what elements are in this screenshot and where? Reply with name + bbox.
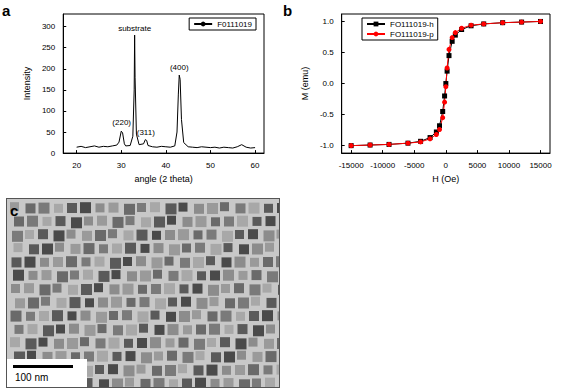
svg-text:M (emu): M (emu) bbox=[300, 67, 310, 101]
svg-text:10000: 10000 bbox=[498, 161, 521, 170]
svg-text:(311): (311) bbox=[137, 128, 155, 137]
svg-text:100: 100 bbox=[42, 106, 56, 115]
svg-text:1.0: 1.0 bbox=[323, 17, 335, 26]
svg-text:-0.5: -0.5 bbox=[320, 110, 334, 119]
svg-text:0.0: 0.0 bbox=[323, 79, 335, 88]
svg-text:0: 0 bbox=[51, 149, 56, 158]
svg-text:angle (2 theta): angle (2 theta) bbox=[135, 174, 193, 184]
svg-text:60: 60 bbox=[251, 161, 260, 170]
svg-text:(400): (400) bbox=[170, 63, 189, 72]
svg-text:200: 200 bbox=[42, 64, 56, 73]
svg-text:F0111019: F0111019 bbox=[217, 20, 252, 29]
svg-text:Intensity: Intensity bbox=[22, 66, 32, 100]
svg-text:50: 50 bbox=[206, 161, 215, 170]
svg-text:0: 0 bbox=[444, 161, 449, 170]
svg-text:(220): (220) bbox=[112, 118, 131, 127]
svg-text:FO111019-h: FO111019-h bbox=[390, 20, 434, 29]
svg-text:-10000: -10000 bbox=[370, 161, 395, 170]
svg-text:-15000: -15000 bbox=[339, 161, 364, 170]
svg-text:0.5: 0.5 bbox=[323, 48, 335, 57]
svg-text:15000: 15000 bbox=[529, 161, 552, 170]
html-text:a: a bbox=[2, 2, 11, 19]
svg-text:30: 30 bbox=[117, 161, 126, 170]
svg-text:250: 250 bbox=[42, 43, 56, 52]
html-text:c: c bbox=[10, 202, 19, 219]
svg-text:5000: 5000 bbox=[469, 161, 487, 170]
svg-text:-1.0: -1.0 bbox=[320, 141, 334, 150]
svg-text:H (Oe): H (Oe) bbox=[432, 174, 459, 184]
svg-text:150: 150 bbox=[42, 85, 56, 94]
svg-text:100 nm: 100 nm bbox=[15, 372, 48, 383]
svg-text:20: 20 bbox=[72, 161, 81, 170]
svg-text:300: 300 bbox=[42, 22, 56, 31]
html-text:b: b bbox=[283, 2, 293, 19]
svg-text:40: 40 bbox=[161, 161, 170, 170]
svg-text:FO111019-p: FO111019-p bbox=[390, 30, 434, 39]
svg-text:50: 50 bbox=[46, 128, 55, 137]
svg-text:-5000: -5000 bbox=[404, 161, 425, 170]
svg-text:substrate: substrate bbox=[118, 24, 151, 33]
